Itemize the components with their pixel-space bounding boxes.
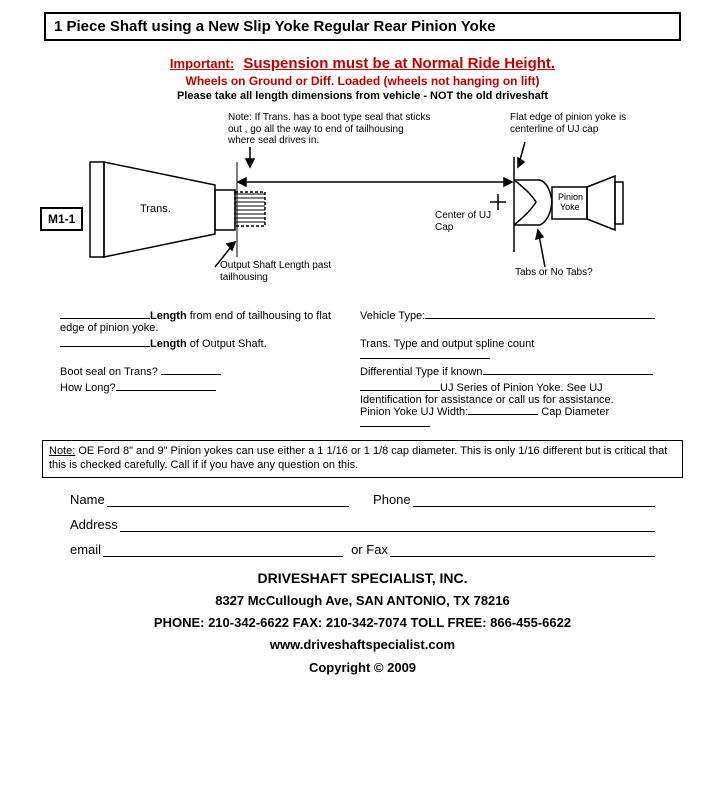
email-label: email: [70, 542, 101, 557]
pinion-label-2: Yoke: [560, 202, 580, 212]
company-website: www.driveshaftspecialist.com: [20, 634, 705, 656]
trans-label: Trans.: [140, 203, 171, 215]
company-name: DRIVESHAFT SPECIALIST, INC.: [20, 567, 705, 591]
important-label: Important:: [170, 56, 234, 71]
wheels-text: Wheels on Ground or Diff. Loaded (wheels…: [20, 74, 705, 88]
suspension-text: Suspension must be at Normal Ride Height…: [243, 55, 555, 72]
note-text: OE Ford 8" and 9" Pinion yokes can use e…: [49, 445, 667, 471]
footer: DRIVESHAFT SPECIALIST, INC. 8327 McCullo…: [20, 567, 705, 679]
company-address: 8327 McCullough Ave, SAN ANTONIO, TX 782…: [20, 590, 705, 612]
dims-note: Please take all length dimensions from v…: [20, 90, 705, 102]
name-label: Name: [70, 492, 105, 507]
note-output: Output Shaft Length past tailhousing: [220, 260, 360, 283]
title-box: 1 Piece Shaft using a New Slip Yoke Regu…: [44, 12, 681, 41]
address-input[interactable]: [120, 517, 655, 532]
copyright: Copyright © 2009: [20, 657, 705, 679]
driveshaft-diagram: M1-1: [40, 112, 685, 302]
company-phones: PHONE: 210-342-6622 FAX: 210-342-7074 TO…: [20, 612, 705, 634]
title-text: 1 Piece Shaft using a New Slip Yoke Regu…: [54, 18, 496, 35]
pinion-label-1: Pinion: [558, 192, 583, 202]
name-input[interactable]: [107, 492, 349, 507]
trans-type-field[interactable]: Trans. Type and output spline count: [360, 338, 665, 362]
phone-label: Phone: [373, 492, 411, 507]
vehicle-type-field[interactable]: Vehicle Type:: [360, 310, 665, 334]
warning-line-1: Important: Suspension must be at Normal …: [20, 55, 705, 72]
phone-input[interactable]: [413, 492, 655, 507]
note-box: Note: OE Ford 8" and 9" Pinion yokes can…: [42, 440, 683, 478]
note-tabs: Tabs or No Tabs?: [515, 267, 625, 279]
email-input[interactable]: [103, 542, 343, 557]
length2-field: Length of Output Shaft.: [60, 338, 340, 362]
note-boot: Note: If Trans. has a boot type seal tha…: [228, 112, 433, 147]
contact-block: Name Phone Address email or Fax: [70, 492, 655, 557]
fax-label: or Fax: [351, 542, 388, 557]
address-label: Address: [70, 517, 118, 532]
fax-input[interactable]: [390, 542, 655, 557]
note-flat: Flat edge of pinion yoke is centerline o…: [510, 112, 660, 135]
diff-type-field[interactable]: Differential Type if known: [360, 366, 665, 378]
boot-seal-field[interactable]: Boot seal on Trans?: [60, 366, 340, 378]
note-center: Center of UJ Cap: [435, 210, 495, 233]
uj-series-field: UJ Series of Pinion Yoke. See UJ Identif…: [360, 382, 665, 430]
length1-field: Length from end of tailhousing to flat e…: [60, 310, 340, 334]
how-long-field[interactable]: How Long?: [60, 382, 340, 430]
